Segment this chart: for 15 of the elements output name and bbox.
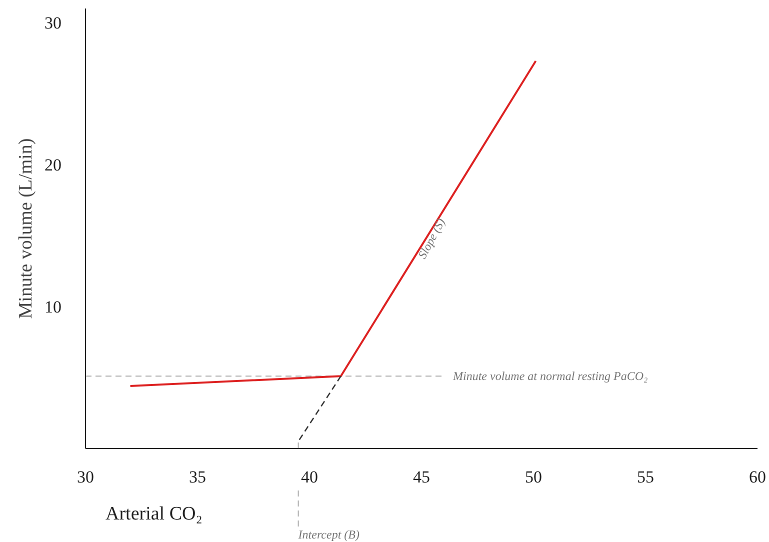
y-tick-label: 20 [44,156,62,175]
ref-line-label: Minute volume at normal resting PaCO₂ [452,369,648,384]
x-tick-label: 60 [749,468,766,486]
ref-line-label: Intercept (B) [297,527,360,542]
x-tick-label: 35 [189,468,206,486]
x-tick-label: 55 [637,468,654,486]
x-tick-label: 30 [77,468,94,486]
x-tick-label: 40 [301,468,318,486]
annotation: Slope (S) [415,216,448,262]
x-axis-title: Arterial CO₂ [106,503,202,524]
y-tick-label: 10 [44,298,62,317]
x-tick-label: 45 [413,468,430,486]
y-tick-label: 30 [44,14,62,33]
y-axis-title: Minute volume (L/min) [16,138,36,319]
x-tick-label: 50 [525,468,542,486]
